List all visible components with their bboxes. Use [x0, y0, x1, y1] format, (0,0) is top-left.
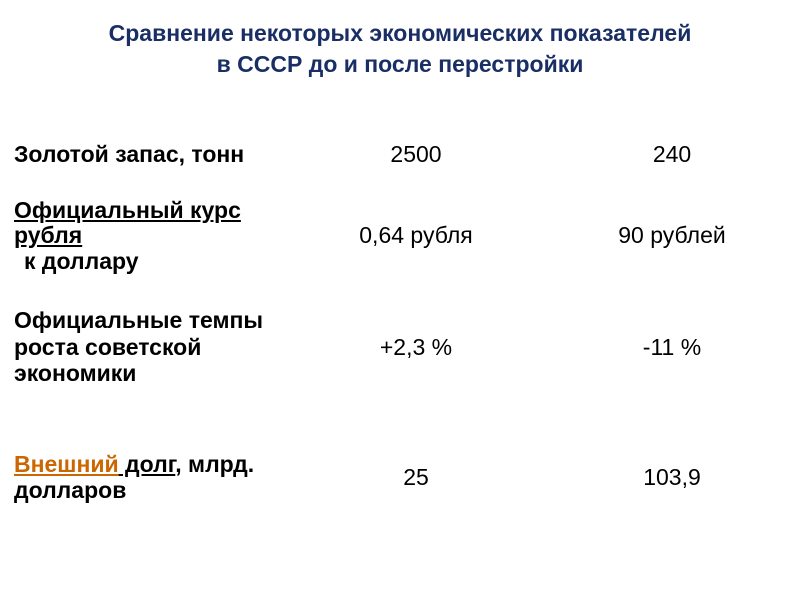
- table-row: Золотой запас, тонн 2500 240: [0, 110, 800, 198]
- row-label: Официальный курс рубля к доллару: [14, 198, 288, 274]
- title-line-2: в СССР до и после перестройки: [0, 49, 800, 80]
- label-part: к доллару: [14, 249, 139, 274]
- table-row: Официальные темпы роста советской эконом…: [0, 272, 800, 422]
- row-label: Внешний долг, млрд. долларов: [14, 451, 274, 504]
- label-part: Золотой запас, тонн: [14, 141, 244, 167]
- label-part: Официальный курс рубля: [14, 197, 241, 248]
- cell-before: +2,3 %: [288, 272, 544, 422]
- page-title: Сравнение некоторых экономических показа…: [0, 0, 800, 110]
- comparison-table: Золотой запас, тонн 2500 240 Официальный…: [0, 110, 800, 532]
- cell-before: 2500: [288, 110, 544, 198]
- label-part: Официальные темпы роста советской эконом…: [14, 307, 263, 386]
- label-part: Внешний: [14, 451, 119, 477]
- row-label: Золотой запас, тонн: [14, 141, 274, 167]
- label-part: долг: [119, 451, 176, 477]
- table-row: Внешний долг, млрд. долларов 25 103,9: [0, 422, 800, 532]
- table-row: Официальный курс рубля к доллару 0,64 ру…: [0, 198, 800, 272]
- row-label: Официальные темпы роста советской эконом…: [14, 307, 274, 386]
- title-line-1: Сравнение некоторых экономических показа…: [0, 18, 800, 49]
- cell-before: 25: [288, 422, 544, 532]
- cell-after: 240: [544, 110, 800, 198]
- cell-after: -11 %: [544, 272, 800, 422]
- cell-after: 90 рублей: [544, 198, 800, 272]
- cell-before: 0,64 рубля: [288, 198, 544, 272]
- cell-after: 103,9: [544, 422, 800, 532]
